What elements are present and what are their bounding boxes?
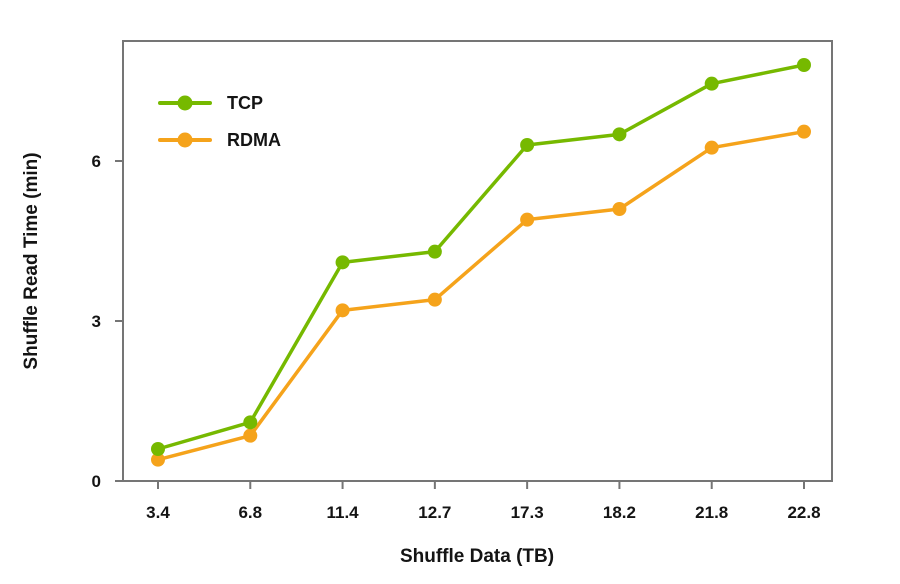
legend-item-tcp: TCP [158, 92, 281, 114]
tcp-point-4 [520, 138, 535, 152]
tcp-marker-icon [177, 95, 193, 111]
legend-label-rdma: RDMA [227, 129, 281, 150]
tcp-point-1 [243, 415, 258, 430]
rdma-point-2 [335, 303, 350, 318]
rdma-point-5 [612, 202, 627, 216]
tcp-line [156, 63, 806, 451]
y-tick-label: 3 [92, 312, 101, 331]
plot-border [122, 40, 833, 482]
tcp-point-2 [335, 255, 350, 270]
x-tick-label: 6.8 [238, 503, 262, 522]
legend-label-tcp: TCP [227, 92, 263, 113]
x-tick-label: 3.4 [146, 503, 170, 522]
y-tick-label: 6 [92, 152, 101, 171]
tcp-line-swatch [158, 95, 212, 111]
tcp-point-7 [797, 58, 811, 72]
legend: TCP RDMA [158, 92, 281, 151]
x-tick-label: 12.7 [418, 503, 451, 522]
x-axis-label: Shuffle Data (TB) [399, 546, 555, 567]
x-tick-label: 17.3 [511, 503, 544, 522]
rdma-point-0 [151, 452, 165, 467]
rdma-point-7 [797, 124, 811, 139]
x-tick-label: 11.4 [326, 503, 359, 522]
rdma-line [156, 129, 806, 462]
tcp-point-3 [427, 244, 442, 259]
rdma-point-3 [427, 292, 442, 307]
x-tick-label: 21.8 [695, 503, 728, 522]
rdma-marker-icon [177, 132, 193, 148]
rdma-point-4 [520, 212, 535, 227]
legend-item-rdma: RDMA [158, 129, 281, 151]
x-tick-label: 18.2 [603, 503, 636, 522]
y-axis-label: Shuffle Read Time (min) [21, 152, 42, 370]
tcp-point-5 [612, 127, 627, 142]
rdma-point-1 [243, 428, 258, 443]
tcp-point-6 [704, 76, 719, 91]
y-tick-label: 0 [92, 472, 101, 491]
tcp-point-0 [151, 442, 165, 456]
x-tick-label: 22.8 [787, 503, 820, 522]
rdma-point-6 [704, 140, 719, 155]
rdma-line-swatch [158, 132, 212, 148]
